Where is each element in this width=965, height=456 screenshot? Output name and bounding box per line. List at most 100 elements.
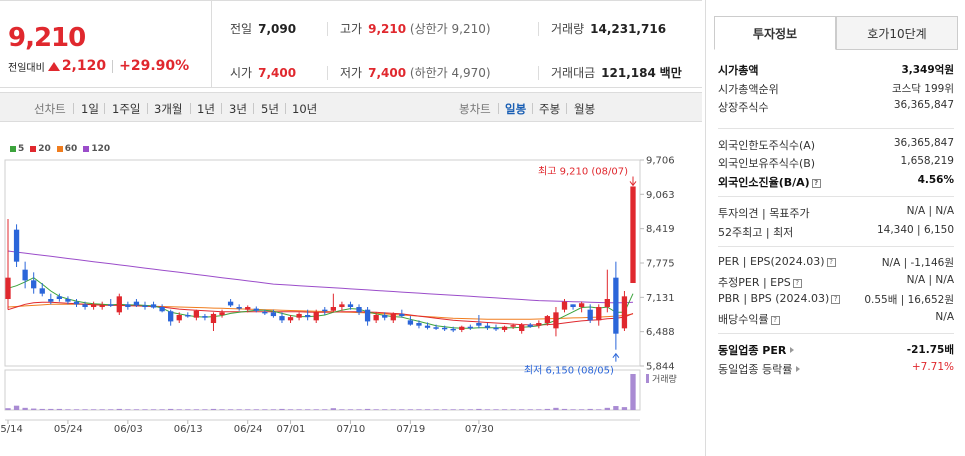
candle <box>210 313 217 324</box>
volume-bar <box>536 409 542 410</box>
chart-toolbar: 선차트 1일 1주일 3개월 1년 3년 5년 10년 봉차트 일봉 주봉 월봉 <box>0 92 702 122</box>
volume-bar <box>416 409 422 410</box>
candle <box>510 325 516 327</box>
tab-orderbook[interactable]: 호가10단계 <box>836 16 958 50</box>
candle <box>90 304 97 308</box>
y-tick-label: 9,706 <box>646 156 675 167</box>
period-1d[interactable]: 1일 <box>81 102 99 116</box>
open-price: 시가 7,400 <box>230 66 297 80</box>
row-per-eps: PER | EPS(2024.03)? N/A | -1,146원 <box>718 255 954 269</box>
tab-invest-info[interactable]: 투자정보 <box>714 16 836 50</box>
volume-bar <box>116 408 122 410</box>
period-1w[interactable]: 1주일 <box>112 102 141 116</box>
candle <box>73 301 80 305</box>
row-foreign-limit: 외국인한도주식수(A) 36,365,847 <box>718 136 954 152</box>
volume-bar <box>13 405 20 410</box>
volume-bar <box>48 408 54 410</box>
volume-bar <box>142 409 148 410</box>
ma120-line <box>7 250 634 304</box>
volume-bar <box>390 409 396 410</box>
divider <box>73 103 74 114</box>
volume-bar <box>262 409 268 410</box>
candle-daily[interactable]: 일봉 <box>505 102 527 116</box>
volume-bar <box>407 409 414 410</box>
volume-bar <box>279 408 285 410</box>
volume-bar <box>287 409 294 410</box>
help-icon[interactable]: ? <box>792 278 802 288</box>
candle <box>99 304 105 308</box>
candle <box>159 307 165 312</box>
help-icon[interactable]: ? <box>826 258 836 267</box>
arrow-right-icon <box>790 347 795 353</box>
candle <box>536 323 542 326</box>
volume-bar <box>347 409 354 410</box>
candle <box>544 316 551 324</box>
x-tick-label: 05/24 <box>54 424 83 435</box>
candle <box>621 296 628 329</box>
candle <box>630 186 636 284</box>
low-arrow-icon <box>612 352 620 358</box>
candle <box>116 296 122 313</box>
candle <box>202 316 208 318</box>
help-icon[interactable]: ? <box>770 315 780 325</box>
candle <box>56 296 63 300</box>
divider <box>718 333 954 334</box>
up-arrow-icon <box>47 61 60 71</box>
volume-bar <box>99 409 105 410</box>
candle <box>578 303 585 308</box>
help-icon[interactable]: ? <box>831 295 841 304</box>
row-dividend: 배당수익률? N/A <box>718 310 954 326</box>
volume-bar <box>484 409 491 410</box>
volume-bar <box>133 409 140 410</box>
candle <box>133 301 140 306</box>
candle-weekly[interactable]: 주봉 <box>539 102 561 116</box>
y-tick-label: 7,131 <box>646 293 675 304</box>
candle <box>347 304 354 308</box>
period-3m[interactable]: 3개월 <box>154 102 183 116</box>
period-10y[interactable]: 10년 <box>292 102 318 116</box>
y-tick-label: 6,488 <box>646 327 675 338</box>
period-5y[interactable]: 5년 <box>261 102 279 116</box>
volume-bar <box>5 408 11 410</box>
volume-bar <box>185 409 191 410</box>
row-pbr-bps: PBR | BPS (2024.03)? 0.55배 | 16,652원 <box>718 292 954 306</box>
row-market-cap: 시가총액 3,349억원 <box>718 64 954 77</box>
invest-info-table: 시가총액 3,349억원 시가총액순위 코스닥 199위 상장주식수 36,365,8… <box>718 60 954 377</box>
legend-ma60: 60 <box>56 144 77 154</box>
y-tick-label: 5,844 <box>646 362 675 373</box>
volume-legend-swatch <box>646 374 649 383</box>
info-panel: 투자정보 호가10단계 시가총액 3,349억원 시가총액순위 코스닥 199위 상… <box>705 0 965 456</box>
candle <box>527 324 533 327</box>
price-summary: 9,210 전일대비 2,120 +29.90% <box>0 0 212 88</box>
volume-bar <box>82 409 88 410</box>
volume-bar <box>150 409 157 410</box>
candle <box>596 307 602 321</box>
period-1y[interactable]: 1년 <box>197 102 215 116</box>
volume-bar <box>236 409 242 410</box>
help-icon[interactable]: ? <box>811 178 821 188</box>
volume-bar <box>313 409 319 410</box>
volume-bar <box>587 408 593 410</box>
high-annotation: 최고 9,210 (08/07) <box>538 165 628 177</box>
candle-chart-label: 봉차트 <box>459 102 491 116</box>
candle <box>313 312 319 321</box>
candle <box>305 315 311 318</box>
diff-value: 2,120 <box>61 58 107 74</box>
diff-label: 전일대비 <box>8 62 45 74</box>
volume-bar <box>604 407 610 410</box>
divider <box>538 66 539 80</box>
volume-bar <box>424 409 431 410</box>
high-arrow-icon <box>629 181 637 187</box>
candle <box>5 277 11 300</box>
volume-bar <box>433 409 439 410</box>
volume-bar <box>305 409 311 410</box>
volume-bar <box>270 409 277 410</box>
period-3y[interactable]: 3년 <box>229 102 247 116</box>
divider <box>718 246 954 247</box>
x-tick-label: 07/19 <box>396 424 425 435</box>
volume-bar <box>467 409 473 410</box>
row-opinion: 투자의견 | 목표주가 N/A | N/A <box>718 205 954 220</box>
candle-monthly[interactable]: 월봉 <box>574 102 596 116</box>
divider <box>104 103 105 114</box>
